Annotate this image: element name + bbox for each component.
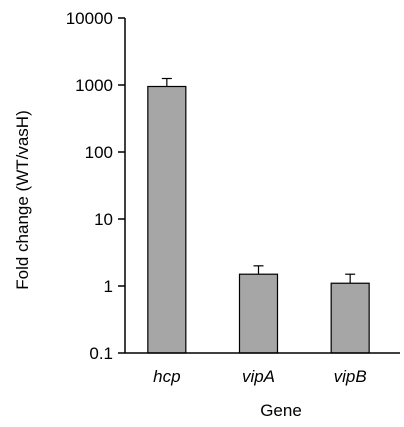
- y-tick-label: 1: [104, 277, 113, 296]
- y-tick-label: 10000: [66, 9, 113, 28]
- y-tick-label: 100: [85, 143, 113, 162]
- y-axis-title: Fold change (WT/vasH): [13, 110, 32, 290]
- bar: [330, 282, 370, 354]
- y-tick-label: 10: [94, 210, 113, 229]
- y-axis: 0.1 1 10 100 1000 10000: [66, 9, 126, 363]
- x-tick-label: vipB: [334, 367, 367, 386]
- error-bars: [161, 77, 356, 284]
- x-tick-label: hcp: [153, 367, 180, 386]
- bar: [238, 273, 279, 354]
- x-axis: hcp vipA vipB: [125, 352, 400, 386]
- x-tick-label: vipA: [242, 367, 275, 386]
- bars: [147, 85, 370, 354]
- y-tick-label: 0.1: [89, 344, 113, 363]
- bar: [147, 85, 187, 354]
- x-axis-title: Gene: [260, 401, 302, 420]
- y-tick-label: 1000: [75, 76, 113, 95]
